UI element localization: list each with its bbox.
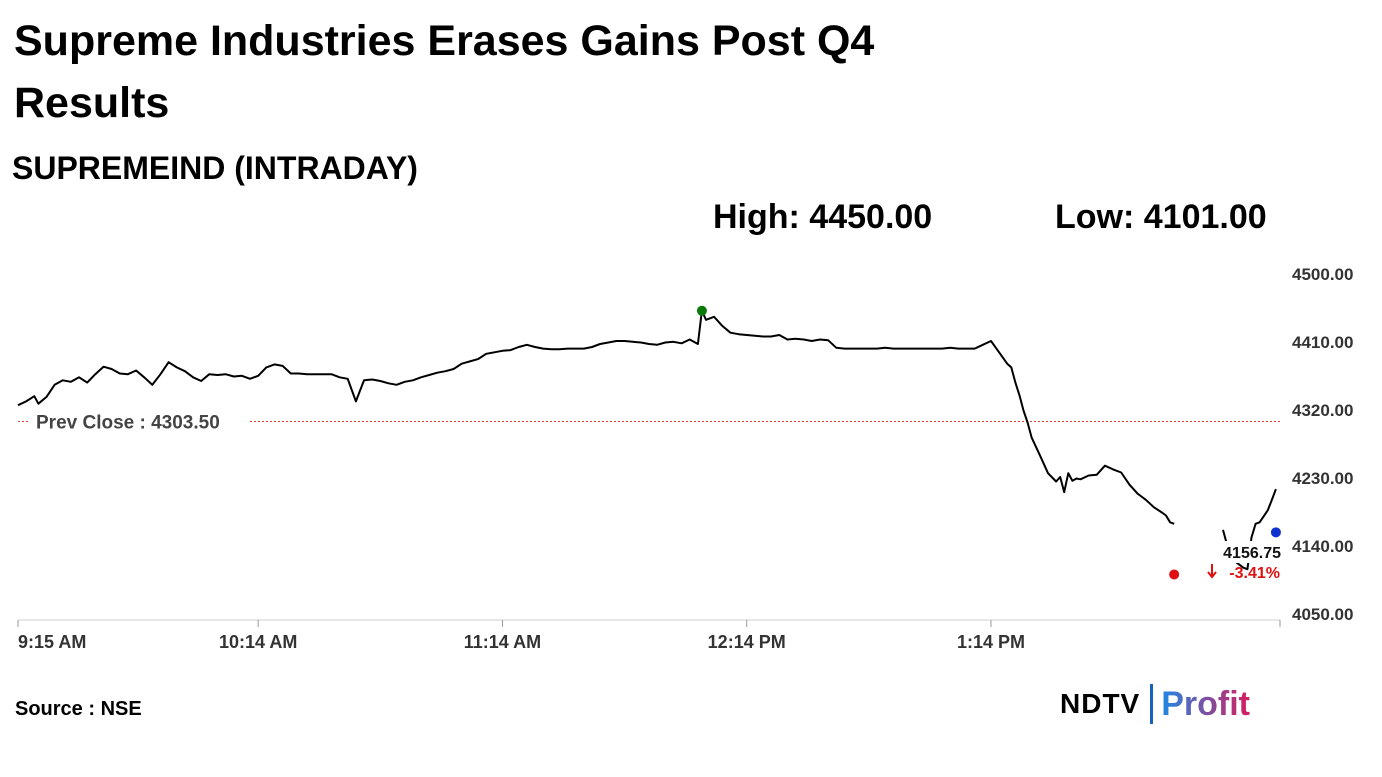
change-percent-label: -3.41% xyxy=(1229,565,1280,582)
price-line xyxy=(17,309,1277,571)
intraday-line-chart: 9:15 AM 10:14 AM 11:14 AM 12:14 PM 1:14 PM 45… xyxy=(17,265,1353,652)
last-price-marker xyxy=(1270,527,1281,538)
source-note: Source : NSE xyxy=(15,698,142,720)
y-tick-label: 4230.00 xyxy=(1292,469,1353,488)
profit-wordmark: Profit xyxy=(1161,684,1251,723)
prev-close-label: Prev Close : 4303.50 xyxy=(36,412,220,433)
x-tick-label: 9:15 AM xyxy=(18,632,86,652)
y-tick-label: 4140.00 xyxy=(1292,537,1353,556)
x-tick-label: 11:14 AM xyxy=(464,632,541,652)
day-high-stat: High: 4450.00 xyxy=(713,198,933,236)
last-price-label: 4156.75 xyxy=(1223,545,1281,562)
chart-subtitle: SUPREMEIND (INTRADAY) xyxy=(12,150,418,186)
logo-separator xyxy=(1150,684,1154,724)
x-tick-label: 12:14 PM xyxy=(708,632,786,652)
y-tick-label: 4050.00 xyxy=(1292,605,1353,624)
y-tick-label: 4320.00 xyxy=(1292,401,1353,420)
ndtv-profit-logo: NDTV Profit xyxy=(1060,682,1250,726)
ndtv-wordmark: NDTV xyxy=(1060,688,1141,719)
y-tick-label: 4410.00 xyxy=(1292,333,1353,352)
prev-close-label-bg xyxy=(30,409,248,434)
down-arrow-icon xyxy=(1207,564,1217,579)
y-tick-label: 4500.00 xyxy=(1292,265,1353,284)
x-tick-label: 10:14 AM xyxy=(219,632,297,652)
x-tick-label: 1:14 PM xyxy=(957,632,1025,652)
last-price-label-bg xyxy=(1213,541,1283,563)
headline: Supreme Industries Erases Gains Post Q4 … xyxy=(14,17,875,127)
low-marker xyxy=(1169,569,1180,580)
high-marker xyxy=(696,305,707,316)
day-low-stat: Low: 4101.00 xyxy=(1055,198,1267,236)
